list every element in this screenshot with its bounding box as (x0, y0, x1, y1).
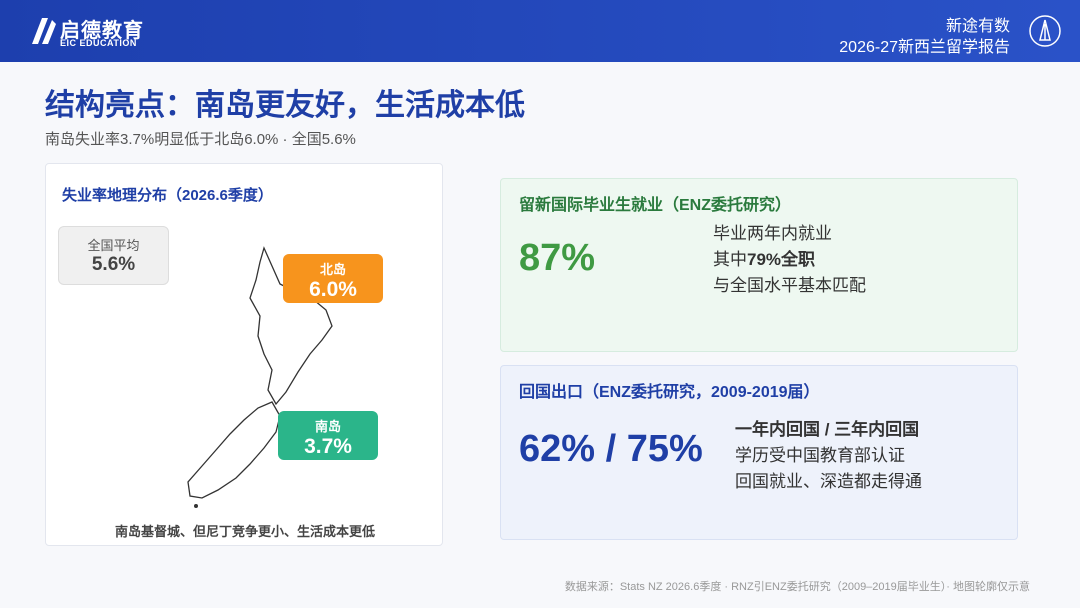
nz-map (187, 246, 333, 508)
return-card: 回国出口（ENZ委托研究，2009-2019届） 62% / 75% 一年内回国… (500, 365, 1018, 540)
national-value: 5.6% (91, 254, 136, 275)
north-value: 6.0% (309, 278, 357, 301)
line: 与全国水平基本匹配 (713, 276, 866, 295)
line-bold: 79%全职 (747, 250, 816, 269)
employment-card: 留新国际毕业生就业（ENZ委托研究） 87% 毕业两年内就业 其中79%全职 与… (500, 178, 1018, 352)
map-note: 南岛基督城、但尼丁竞争更小、生活成本更低 (114, 524, 375, 539)
title: 结构亮点：南岛更友好，生活成本低 (45, 89, 525, 122)
card-title: 留新国际毕业生就业（ENZ委托研究） (519, 197, 792, 214)
line: 毕业两年内就业 (713, 224, 832, 243)
logo-name: 启德教育 (60, 20, 144, 42)
map-card: 失业率地理分布（2026.6季度） 全国平均 5.6% 北岛 6.0% 南岛 3… (45, 163, 443, 546)
line-text: 其中 (713, 250, 747, 269)
south-value: 3.7% (304, 435, 352, 458)
report-name: 2026-27新西兰留学报告 (839, 39, 1010, 56)
south-box: 南岛 3.7% (278, 411, 378, 460)
lines: 毕业两年内就业 其中79%全职 与全国水平基本匹配 (713, 221, 866, 299)
footer: 数据来源：Stats NZ 2026.6季度 · RNZ引ENZ委托研究（200… (564, 581, 1030, 593)
logo-icon (32, 18, 56, 44)
header: 启德教育 EIC EDUCATION 新途有数 2026-27新西兰留学报告 (0, 0, 1080, 62)
card-title: 失业率地理分布（2026.6季度） (62, 187, 273, 204)
brand-icon (1029, 15, 1061, 47)
card-title: 回国出口（ENZ委托研究，2009-2019届） (519, 384, 820, 401)
stat: 87% (519, 237, 596, 279)
logo-sub: EIC EDUCATION (60, 38, 137, 48)
lines: 一年内回国 / 三年内回国 学历受中国教育部认证 回国就业、深造都走得通 (735, 417, 922, 495)
line: 学历受中国教育部认证 (735, 446, 905, 465)
subtitle: 南岛失业率3.7%明显低于北岛6.0% · 全国5.6% (45, 131, 356, 148)
line: 其中79%全职 (713, 247, 866, 273)
line: 一年内回国 / 三年内回国 (735, 420, 920, 439)
line: 回国就业、深造都走得通 (735, 472, 922, 491)
national-label: 全国平均 (87, 238, 140, 253)
north-label: 北岛 (319, 262, 346, 277)
south-label: 南岛 (314, 419, 341, 434)
north-box: 北岛 6.0% (283, 254, 383, 303)
brand: 新途有数 (945, 18, 1010, 35)
stat: 62% / 75% (519, 428, 703, 470)
national-box: 全国平均 5.6% (58, 226, 169, 285)
